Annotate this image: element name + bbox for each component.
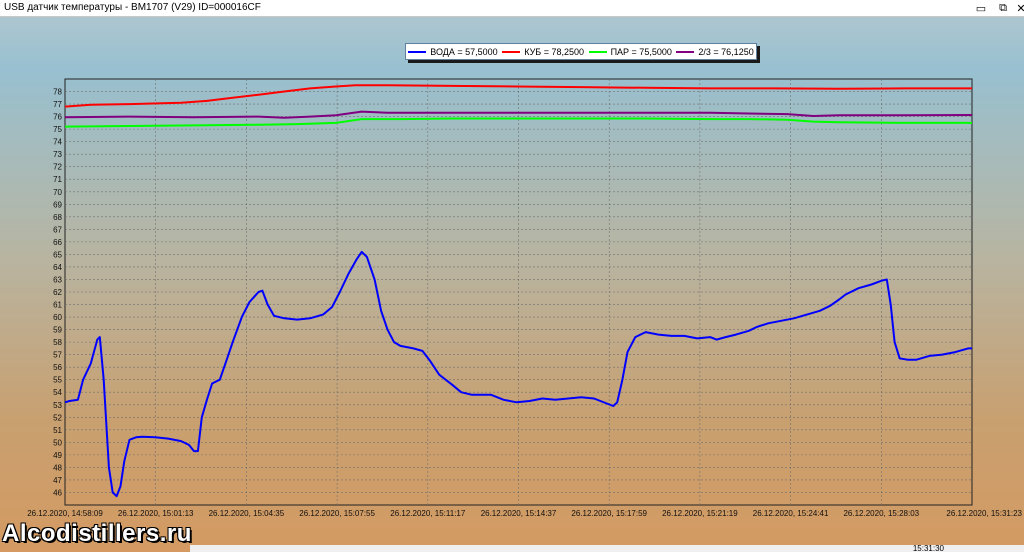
y-tick-label: 62	[53, 288, 62, 297]
minimize-button[interactable]: ▭	[975, 2, 987, 15]
y-tick-label: 51	[53, 426, 62, 435]
close-button[interactable]: ✕	[1016, 2, 1024, 15]
series-line-1	[64, 84, 972, 108]
y-tick-label: 61	[53, 301, 62, 310]
y-tick-label: 58	[53, 338, 62, 347]
y-tick-label: 72	[53, 163, 62, 172]
x-tick-label: 26.12.2020, 15:07:55	[299, 509, 375, 518]
y-tick-label: 65	[53, 250, 62, 259]
y-tick-label: 75	[53, 125, 62, 134]
y-tick-label: 52	[53, 413, 62, 422]
x-tick-label: 26.12.2020, 15:31:23	[946, 509, 1022, 518]
y-tick-label: 56	[53, 363, 62, 372]
series-line-3	[64, 110, 973, 119]
series-line-2	[64, 117, 972, 128]
y-tick-label: 76	[53, 113, 62, 122]
status-bar	[190, 545, 1024, 552]
x-tick-label: 26.12.2020, 15:04:35	[209, 509, 285, 518]
y-tick-label: 55	[53, 376, 62, 385]
y-tick-label: 47	[53, 476, 62, 485]
y-tick-label: 69	[53, 200, 62, 209]
legend-label: ВОДА = 57,5000	[430, 46, 498, 57]
y-tick-label: 48	[53, 463, 62, 472]
series-line-0	[64, 250, 972, 498]
x-tick-label: 26.12.2020, 15:14:37	[481, 509, 557, 518]
x-tick-label: 26.12.2020, 15:28:03	[843, 509, 919, 518]
y-tick-label: 77	[53, 100, 62, 109]
y-tick-label: 54	[53, 388, 62, 397]
watermark: Alcodistillers.ru	[2, 520, 192, 547]
legend-swatch	[408, 50, 427, 53]
y-tick-label: 78	[53, 88, 62, 97]
y-tick-label: 49	[53, 451, 62, 460]
legend-label: ПАР = 75,5000	[610, 46, 672, 57]
y-tick-label: 53	[53, 401, 62, 410]
x-tick-label: 26.12.2020, 15:24:41	[753, 509, 829, 518]
y-tick-label: 70	[53, 188, 62, 197]
y-tick-label: 60	[53, 313, 62, 322]
restore-button[interactable]: ⧉	[999, 1, 1007, 14]
legend-entry-2: ПАР = 75,5000	[588, 46, 672, 57]
y-tick-label: 73	[53, 150, 62, 159]
y-tick-label: 67	[53, 225, 62, 234]
y-tick-label: 68	[53, 213, 62, 222]
x-tick-label: 26.12.2020, 15:11:17	[390, 509, 466, 518]
y-tick-label: 71	[53, 175, 62, 184]
status-time: 15:31:30	[912, 544, 944, 552]
y-tick-label: 74	[53, 138, 62, 147]
legend-swatch	[588, 50, 607, 53]
y-tick-label: 63	[53, 275, 62, 284]
y-tick-label: 59	[53, 326, 62, 335]
x-tick-label: 26.12.2020, 15:01:13	[118, 509, 194, 518]
window-title: USB датчик температуры - BM1707 (V29) ID…	[4, 2, 261, 13]
legend-label: 2/3 = 76,1250	[698, 46, 754, 57]
x-tick-label: 26.12.2020, 15:17:59	[571, 509, 647, 518]
y-tick-label: 46	[53, 488, 62, 497]
window-titlebar: USB датчик температуры - BM1707 (V29) ID…	[0, 0, 1024, 17]
chart-legend: ВОДА = 57,5000 КУБ = 78,2500 ПАР = 75,5000…	[405, 43, 757, 60]
legend-swatch	[502, 50, 521, 53]
x-tick-label: 26.12.2020, 14:58:09	[27, 509, 103, 518]
legend-swatch	[676, 50, 695, 53]
legend-entry-0: ВОДА = 57,5000	[408, 46, 498, 57]
x-tick-label: 26.12.2020, 15:21:19	[662, 509, 738, 518]
y-tick-label: 50	[53, 438, 62, 447]
y-tick-label: 66	[53, 238, 62, 247]
legend-label: КУБ = 78,2500	[524, 46, 585, 57]
y-tick-label: 64	[53, 263, 62, 272]
legend-entry-3: 2/3 = 76,1250	[676, 46, 754, 57]
legend-entry-1: КУБ = 78,2500	[502, 47, 584, 57]
y-tick-label: 57	[53, 351, 62, 360]
